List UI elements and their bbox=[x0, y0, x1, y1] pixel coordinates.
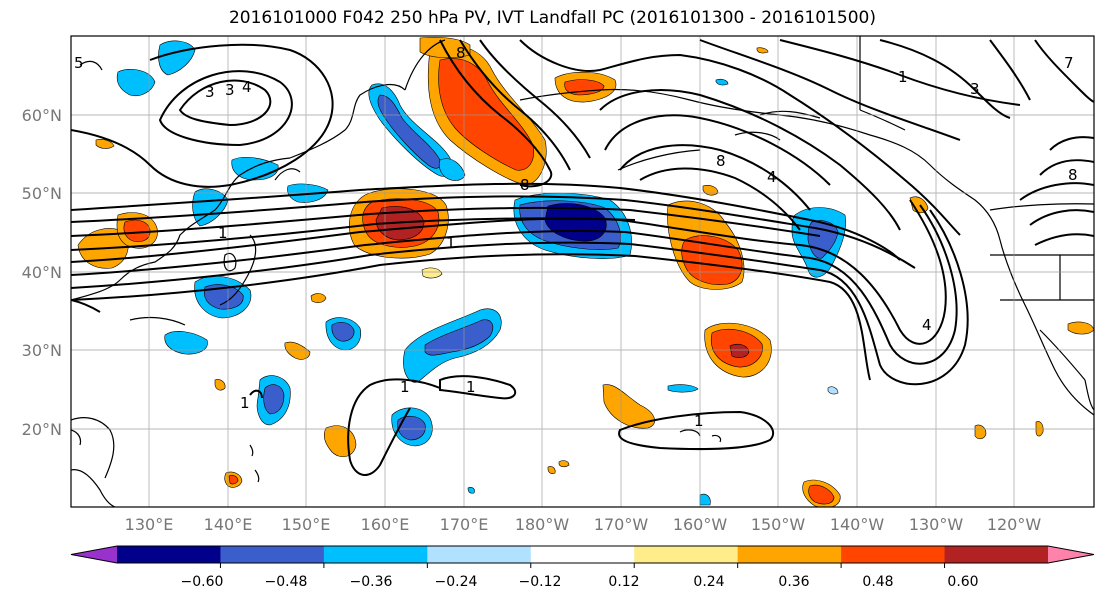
lat-label-50n: 50°N bbox=[22, 184, 62, 203]
contour-label: 1 bbox=[240, 394, 250, 412]
lon-label: 140°E bbox=[204, 515, 253, 534]
colorbar-extend-left bbox=[71, 546, 117, 563]
coastlines bbox=[71, 36, 1094, 507]
contour-label: 3 bbox=[970, 80, 980, 98]
colorbar-cell bbox=[634, 546, 739, 563]
contour-label: 1 bbox=[446, 234, 456, 252]
colorbar-ticks bbox=[219, 563, 946, 568]
colorbar-label: 0.12 bbox=[608, 574, 639, 590]
colorbar-label: 0.48 bbox=[862, 574, 893, 590]
colorbar-labels: −0.60 −0.48 −0.36 −0.24 −0.12 0.12 0.24 … bbox=[181, 574, 979, 590]
contour-label: 4 bbox=[767, 168, 777, 186]
colorbar-cell bbox=[427, 546, 532, 563]
colorbar: −0.60 −0.48 −0.36 −0.24 −0.12 0.12 0.24 … bbox=[70, 545, 1095, 590]
ivt-contours bbox=[71, 39, 1094, 476]
colorbar-cell bbox=[323, 546, 428, 563]
colorbar-label: −0.24 bbox=[435, 574, 478, 590]
lat-label-40n: 40°N bbox=[22, 263, 62, 282]
colorbar-cell bbox=[737, 546, 842, 563]
longitude-labels: 130°E 140°E 150°E 160°E 170°E 180°W 170°… bbox=[125, 515, 1042, 534]
lat-label-30n: 30°N bbox=[22, 341, 62, 360]
lon-label: 150°E bbox=[282, 515, 331, 534]
contour-label: 4 bbox=[242, 78, 252, 96]
contour-label: 4 bbox=[922, 316, 932, 334]
colorbar-outline bbox=[70, 545, 1095, 564]
contour-label: 5 bbox=[74, 54, 84, 72]
colorbar-label: −0.48 bbox=[265, 574, 308, 590]
map-border bbox=[70, 35, 1095, 508]
negative-anomalies bbox=[116, 40, 846, 506]
graticule bbox=[71, 36, 1094, 507]
lon-label: 130°W bbox=[909, 515, 964, 534]
colorbar-cell bbox=[220, 546, 325, 563]
lat-label-20n: 20°N bbox=[22, 420, 62, 439]
colorbar-label: 0.36 bbox=[778, 574, 809, 590]
contour-label: 7 bbox=[1064, 54, 1074, 72]
contour-label: 8 bbox=[456, 44, 466, 62]
colorbar-cell bbox=[944, 546, 1049, 563]
contour-label: 3 bbox=[205, 83, 215, 101]
map-panel bbox=[71, 36, 1094, 507]
lon-label: 120°W bbox=[987, 515, 1042, 534]
contour-label: 1 bbox=[694, 412, 704, 430]
colorbar-label: −0.12 bbox=[519, 574, 562, 590]
colorbar-label: −0.36 bbox=[350, 574, 393, 590]
colorbar-extend-right bbox=[1048, 546, 1094, 563]
map-title: 2016101000 F042 250 hPa PV, IVT Landfall… bbox=[228, 8, 876, 28]
lon-label: 150°W bbox=[751, 515, 806, 534]
lon-label: 180°W bbox=[515, 515, 570, 534]
contour-label: 8 bbox=[520, 176, 530, 194]
colorbar-label: 0.24 bbox=[693, 574, 724, 590]
colorbar-label: −0.60 bbox=[181, 574, 224, 590]
colorbar-cell bbox=[530, 546, 635, 563]
contour-label: 8 bbox=[1068, 166, 1078, 184]
colorbar-cell bbox=[841, 546, 946, 563]
latitude-labels: 60°N 50°N 40°N 30°N 20°N bbox=[22, 106, 62, 439]
colorbar-cell bbox=[117, 546, 221, 563]
contour-labels: 1 1 1 1 1 1 1 3 3 3 4 4 4 8 8 8 8 5 7 bbox=[74, 44, 1078, 430]
colorbar-cells bbox=[70, 545, 1095, 564]
contour-label: 8 bbox=[716, 152, 726, 170]
lat-label-60n: 60°N bbox=[22, 106, 62, 125]
contour-label: 1 bbox=[466, 378, 476, 396]
contour-label: 1 bbox=[898, 68, 908, 86]
lon-label: 170°W bbox=[594, 515, 649, 534]
contour-label: 1 bbox=[218, 224, 228, 242]
lon-label: 170°E bbox=[440, 515, 489, 534]
lon-label: 160°W bbox=[673, 515, 728, 534]
lon-label: 160°E bbox=[361, 515, 410, 534]
lon-label: 130°E bbox=[125, 515, 174, 534]
contour-label: 3 bbox=[225, 81, 235, 99]
colorbar-label: 0.60 bbox=[947, 574, 978, 590]
lon-label: 140°W bbox=[830, 515, 885, 534]
contour-label: 1 bbox=[400, 378, 410, 396]
